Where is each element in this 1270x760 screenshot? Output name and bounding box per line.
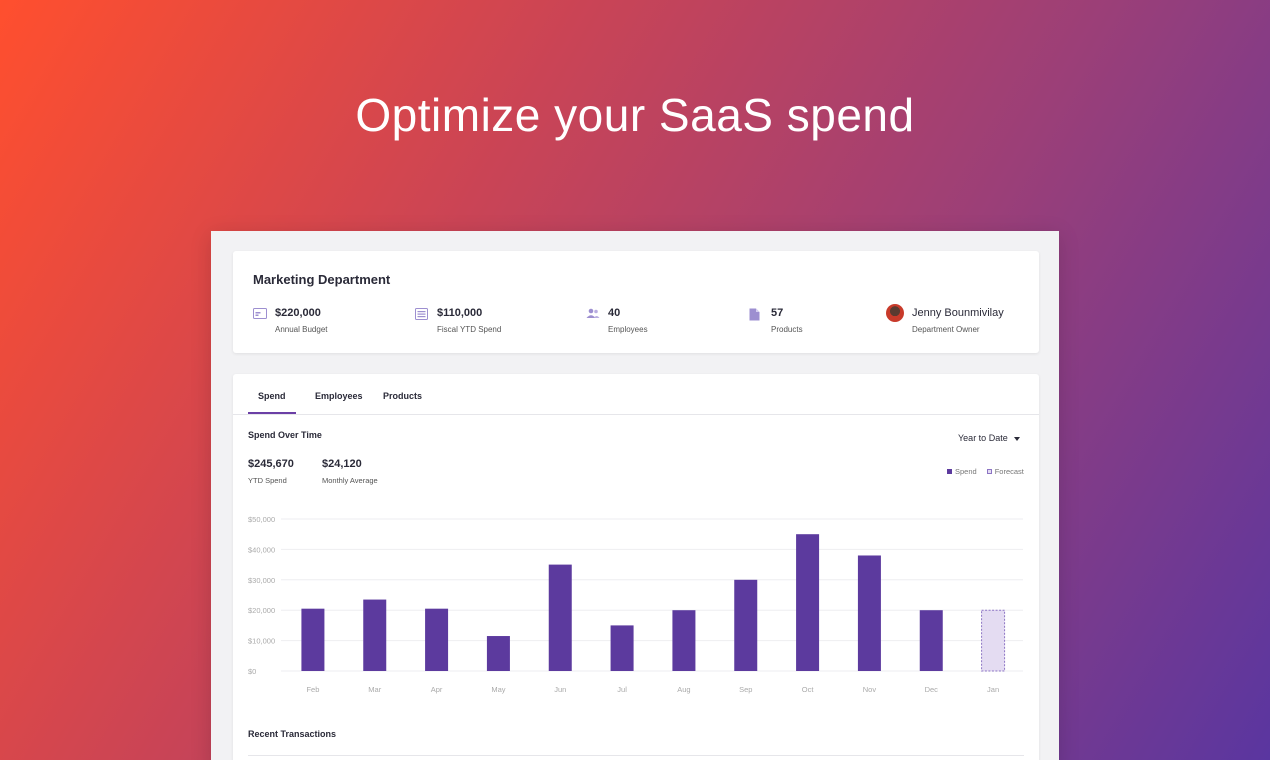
document-icon [749, 308, 763, 321]
chart-legend: Spend Forecast [947, 467, 1034, 476]
active-tab-indicator [248, 412, 296, 414]
x-tick-label: Nov [863, 685, 877, 694]
bar-spend-feb[interactable] [301, 608, 325, 671]
tab-bar: Spend Employees Products [233, 374, 1039, 415]
y-tick-label: $50,000 [248, 515, 275, 524]
hero-title: Optimize your SaaS spend [355, 89, 915, 141]
spend-card: Spend Employees Products Spend Over Time… [233, 374, 1039, 760]
stat-department-owner[interactable]: Jenny Bounmivilay Department Owner [886, 304, 1004, 334]
stat-products: 57 Products [749, 307, 803, 334]
bar-spend-jul[interactable] [610, 625, 634, 671]
y-tick-label: $40,000 [248, 545, 275, 554]
kpi-ytd-spend: $245,670 YTD Spend [248, 458, 294, 485]
recent-transactions-title: Recent Transactions [248, 729, 337, 739]
bar-spend-may[interactable] [486, 636, 510, 671]
tab-spend[interactable]: Spend [258, 391, 286, 401]
x-tick-label: Aug [677, 685, 690, 694]
department-title: Marketing Department [253, 272, 391, 287]
x-tick-label: Feb [306, 685, 319, 694]
divider [248, 755, 1024, 756]
spend-bar-chart: $0 $10,000 $20,000 $30,000 $40,000 $50,000 Feb… [248, 515, 1023, 694]
x-tick-label: Jul [617, 685, 627, 694]
bar-spend-oct[interactable] [796, 534, 820, 671]
avatar[interactable] [886, 304, 904, 322]
forecast-swatch [986, 469, 992, 474]
y-tick-label: $10,000 [248, 637, 275, 646]
stat-fiscal-ytd-spend: $110,000 Fiscal YTD Spend [415, 307, 501, 334]
x-tick-label: Jun [554, 685, 566, 694]
x-tick-label: Dec [925, 685, 939, 694]
x-tick-label: Sep [739, 685, 752, 694]
legend-forecast: Forecast [986, 467, 1024, 476]
x-tick-label: Apr [431, 685, 443, 694]
bar-spend-nov[interactable] [857, 555, 881, 671]
bar-spend-jun[interactable] [548, 564, 572, 671]
x-tick-label: May [491, 685, 505, 694]
bar-spend-mar[interactable] [363, 599, 387, 671]
x-tick-label: Mar [368, 685, 381, 694]
spend-over-time-title: Spend Over Time [248, 430, 322, 440]
stat-employees: 40 Employees [586, 307, 648, 334]
people-icon [586, 308, 600, 320]
date-range-dropdown[interactable]: Year to Date [958, 433, 1020, 443]
bar-spend-dec[interactable] [919, 610, 943, 671]
tab-products[interactable]: Products [383, 391, 423, 401]
bar-forecast-jan[interactable] [981, 609, 1006, 672]
bar-spend-sep[interactable] [734, 579, 758, 671]
y-tick-label: $20,000 [248, 606, 275, 615]
y-tick-label: $30,000 [248, 576, 275, 585]
y-tick-label: $0 [248, 667, 256, 676]
legend-spend: Spend [947, 467, 977, 476]
credit-card-icon [253, 308, 267, 320]
list-icon [415, 308, 429, 320]
x-tick-label: Jan [987, 685, 999, 694]
stat-annual-budget: $220,000 Annual Budget [253, 307, 328, 334]
bar-spend-aug[interactable] [672, 610, 696, 671]
kpi-monthly-average: $24,120 Monthly Average [322, 458, 378, 485]
x-tick-label: Oct [802, 685, 815, 694]
spend-swatch [947, 469, 952, 474]
chevron-down-icon [1013, 436, 1020, 441]
bar-spend-apr[interactable] [425, 608, 449, 671]
department-summary-card: Marketing Department $220,000 Annual Bud… [233, 251, 1039, 353]
app-window: Marketing Department $220,000 Annual Bud… [211, 231, 1059, 760]
tab-employees[interactable]: Employees [315, 391, 363, 401]
